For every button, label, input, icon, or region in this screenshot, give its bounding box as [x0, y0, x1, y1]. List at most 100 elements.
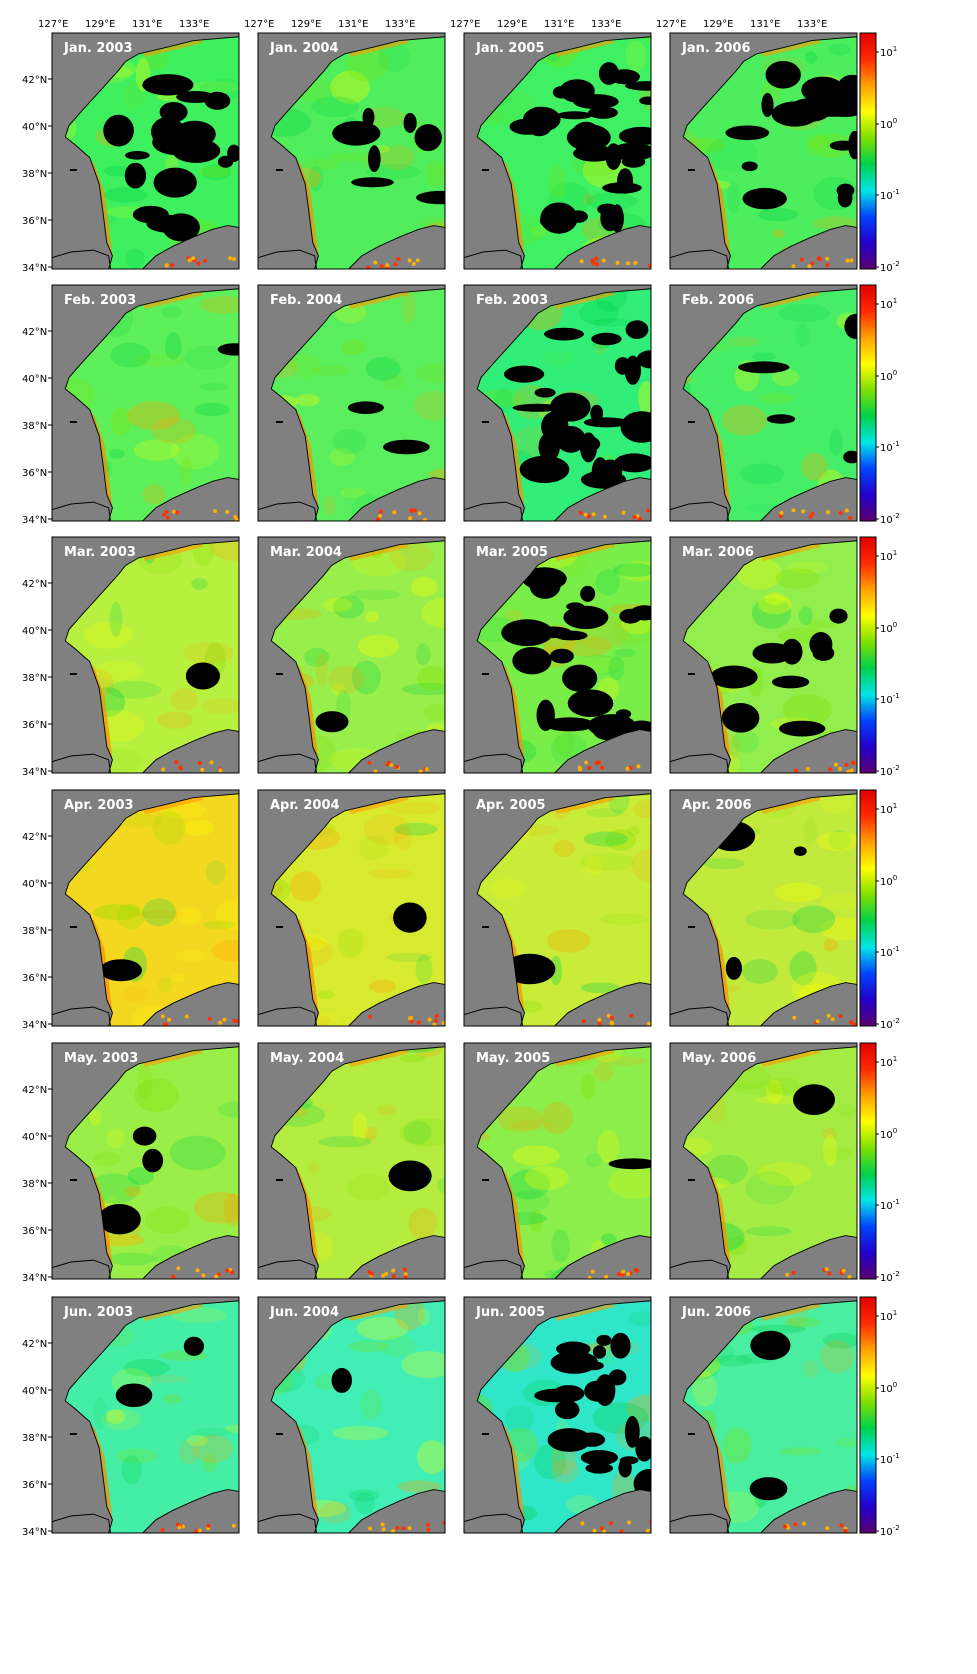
chlorophyll-patch — [352, 1112, 368, 1143]
no-data-region — [416, 190, 445, 205]
chlorophyll-patch — [779, 1447, 822, 1456]
panel-frame — [669, 536, 858, 774]
chlorophyll-patch — [330, 70, 370, 104]
no-data-region — [578, 1432, 606, 1447]
coastal-high-chl — [838, 510, 843, 515]
no-data-region — [592, 1345, 607, 1359]
coastal-high-chl — [783, 1524, 788, 1529]
coastal-high-chl — [196, 261, 201, 266]
coastal-high-chl — [164, 1022, 168, 1026]
chlorophyll-patch — [350, 589, 401, 600]
chlorophyll-patch — [399, 1118, 445, 1147]
lon-tick-label: 131°E — [750, 19, 780, 30]
chlorophyll-patch — [109, 449, 125, 459]
lat-tick-label: 42°N — [22, 1339, 47, 1350]
panel-frame — [51, 789, 240, 1027]
chlorophyll-patch — [93, 1397, 108, 1430]
no-data-region — [583, 417, 630, 428]
no-data-region — [98, 1204, 141, 1235]
map-panel: Mar. 2004 — [257, 536, 446, 774]
chlorophyll-patch — [551, 1229, 570, 1263]
chlorophyll-patch — [142, 484, 166, 505]
chlorophyll-patch — [528, 1209, 543, 1234]
chlorophyll-patch — [211, 939, 239, 962]
map-panel: Feb. 2004 — [257, 284, 446, 522]
chlorophyll-patch — [765, 592, 785, 606]
coastal-high-chl — [407, 258, 412, 263]
panel-title: Jun. 2003 — [63, 1305, 133, 1320]
chlorophyll-patch — [750, 1324, 806, 1334]
chlorophyll-patch — [580, 982, 620, 994]
no-data-region — [608, 1158, 651, 1170]
lat-tick-label: 40°N — [22, 626, 47, 637]
chlorophyll-patch — [541, 1102, 573, 1135]
coastal-high-chl — [838, 766, 842, 771]
coastal-high-chl — [427, 1017, 432, 1022]
colorbar-tick-label: 101 — [880, 549, 897, 563]
coastal-high-chl — [417, 511, 422, 516]
map-panel: Apr. 2005 — [463, 789, 652, 1027]
chlorophyll-patch — [397, 1480, 442, 1493]
no-data-region — [779, 720, 826, 737]
coastal-high-chl — [555, 1049, 615, 1067]
coastal-high-chl — [826, 1013, 831, 1018]
no-data-region — [752, 642, 793, 664]
chlorophyll-patch — [358, 835, 389, 860]
no-data-region — [217, 155, 234, 168]
island — [688, 421, 695, 423]
chlorophyll-patch — [363, 1126, 378, 1141]
no-data-region — [596, 1334, 612, 1346]
coastal-high-chl — [230, 1270, 235, 1275]
no-data-region — [159, 102, 188, 123]
coastal-high-chl — [369, 1271, 374, 1276]
coastal-high-chl — [824, 1267, 829, 1272]
lat-tick-label: 36°N — [22, 720, 47, 731]
chlorophyll-patch — [585, 1153, 602, 1168]
coastal-high-chl — [601, 258, 606, 263]
coastal-high-chl — [232, 1018, 237, 1023]
coastal-high-chl — [402, 1267, 407, 1272]
chlorophyll-patch — [331, 682, 346, 696]
no-data-region — [217, 343, 239, 356]
chlorophyll-patch — [410, 577, 438, 597]
chlorophyll-patch — [414, 391, 445, 421]
chlorophyll-patch — [170, 687, 199, 711]
chlorophyll-patch — [179, 1440, 199, 1465]
chlorophyll-patch — [795, 323, 810, 348]
lat-tick-label: 34°N — [22, 767, 47, 778]
coastal-high-chl — [839, 1523, 844, 1528]
panel-frame — [257, 1042, 446, 1280]
chlorophyll-patch — [177, 907, 202, 925]
chlorophyll-patch — [351, 660, 381, 695]
coastal-high-chl — [555, 543, 615, 561]
coastal-high-chl — [409, 1019, 414, 1024]
panel-title: Jan. 2005 — [475, 41, 545, 56]
coastal-high-chl — [143, 1303, 203, 1321]
panel-frame — [669, 1042, 858, 1280]
panel-frame — [257, 32, 446, 270]
coastal-high-chl — [616, 1272, 621, 1277]
chlorophyll-patch — [608, 655, 625, 681]
no-data-region — [556, 1341, 591, 1357]
map-panel: Jun. 2003 — [51, 1296, 240, 1534]
chlorophyll-patch — [785, 561, 830, 574]
coastal-high-chl — [379, 264, 384, 268]
no-data-region — [812, 645, 835, 661]
no-data-region — [625, 81, 651, 91]
coastal-high-chl — [389, 763, 394, 767]
lat-tick-label: 36°N — [22, 1226, 47, 1237]
chlorophyll-patch — [541, 350, 575, 366]
chlorophyll-patch — [191, 1428, 234, 1437]
chlorophyll-patch — [597, 1129, 620, 1163]
coastal-high-chl — [407, 1526, 412, 1531]
chlorophyll-patch — [190, 80, 239, 94]
lat-tick-label: 40°N — [22, 1386, 47, 1397]
lon-tick-label: 133°E — [179, 19, 209, 30]
chlorophyll-patch — [746, 1226, 792, 1237]
chlorophyll-patch — [423, 704, 445, 722]
coastal-high-chl — [849, 768, 854, 773]
coastal-high-chl — [597, 1017, 602, 1022]
no-data-region — [153, 167, 197, 198]
coastal-high-chl — [597, 760, 601, 765]
chlorophyll-patch — [819, 917, 857, 941]
